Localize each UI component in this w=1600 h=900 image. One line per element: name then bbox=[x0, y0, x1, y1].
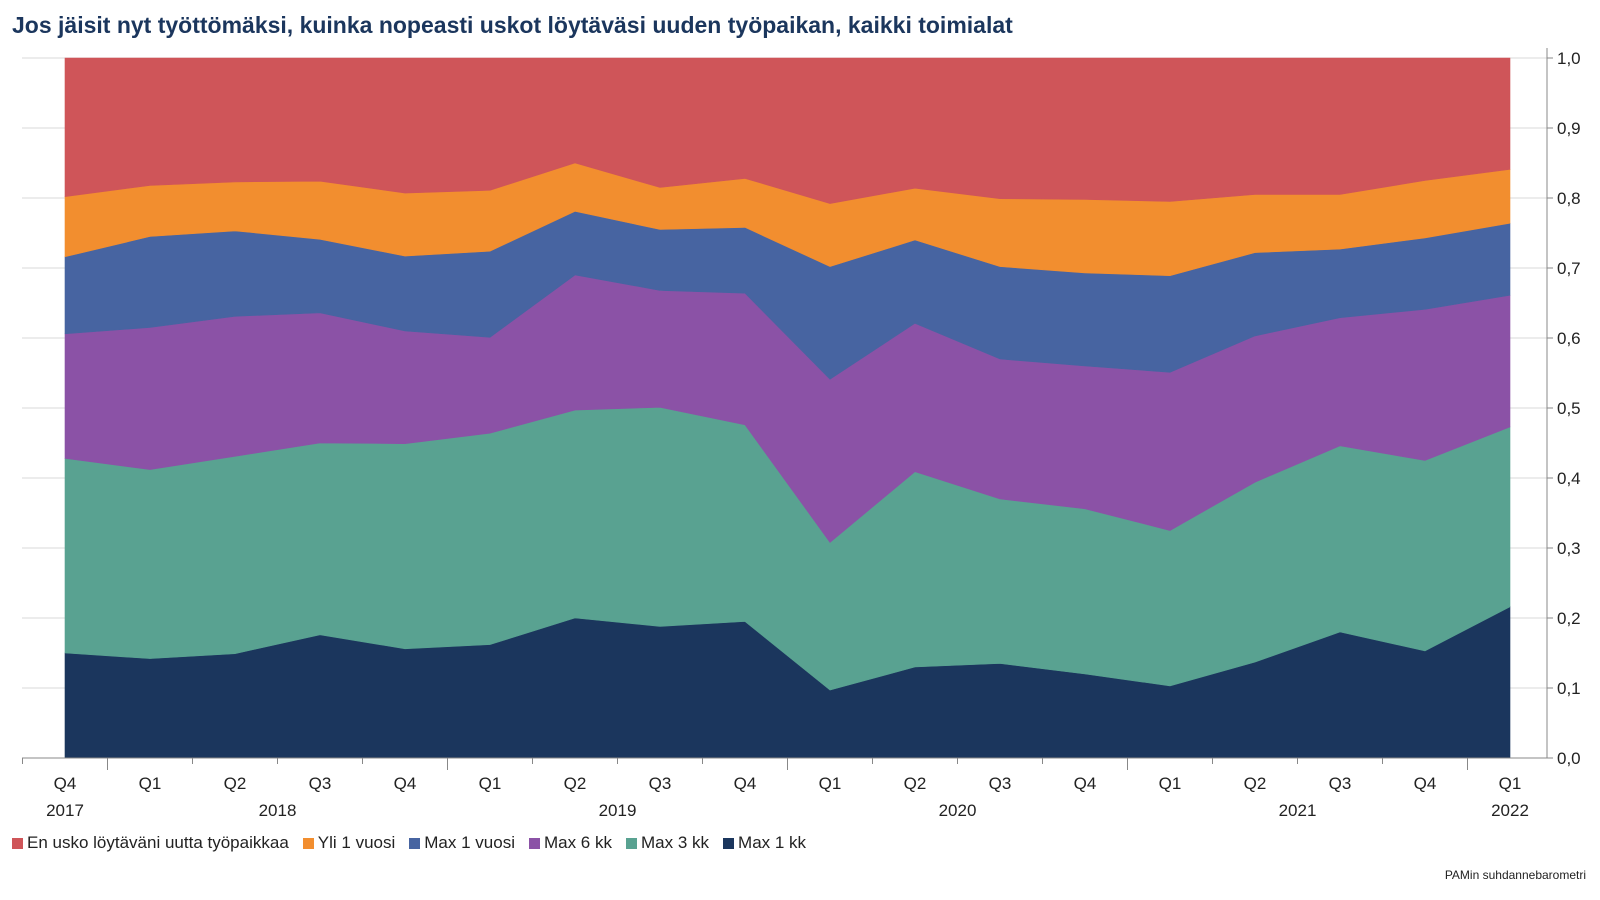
x-tick-label: Q1 bbox=[139, 774, 162, 793]
legend-swatch bbox=[409, 837, 421, 849]
x-tick-label: Q2 bbox=[564, 774, 587, 793]
legend-item: Yli 1 vuosi bbox=[302, 833, 396, 853]
year-label: 2017 bbox=[46, 801, 84, 820]
legend: En usko löytäväni uutta työpaikkaa Yli 1 … bbox=[12, 833, 820, 853]
x-tick-label: Q3 bbox=[989, 774, 1012, 793]
legend-label: En usko löytäväni uutta työpaikkaa bbox=[27, 833, 289, 852]
x-tick-label: Q3 bbox=[1329, 774, 1352, 793]
legend-swatch bbox=[723, 837, 735, 849]
y-tick-label: 0,3 bbox=[1557, 539, 1581, 558]
x-tick-label: Q4 bbox=[734, 774, 757, 793]
legend-swatch bbox=[12, 837, 23, 849]
x-tick-label: Q4 bbox=[1414, 774, 1437, 793]
legend-label: Max 1 vuosi bbox=[424, 833, 515, 852]
x-tick-label: Q2 bbox=[904, 774, 927, 793]
x-tick-label: Q4 bbox=[54, 774, 77, 793]
y-tick-label: 0,2 bbox=[1557, 609, 1581, 628]
legend-label: Yli 1 vuosi bbox=[317, 833, 396, 852]
x-tick-label: Q1 bbox=[819, 774, 842, 793]
area-en-usko-l-yt-v-ni-uutta-ty-paikkaa bbox=[64, 57, 1511, 204]
x-tick-label: Q4 bbox=[394, 774, 417, 793]
x-tick-label: Q4 bbox=[1074, 774, 1097, 793]
y-tick-label: 0,7 bbox=[1557, 259, 1581, 278]
area-series bbox=[64, 57, 1511, 759]
legend-label: Max 6 kk bbox=[543, 833, 612, 852]
legend-item: Max 6 kk bbox=[528, 833, 612, 853]
chart-title: Jos jäisit nyt työttömäksi, kuinka nopea… bbox=[12, 12, 1013, 38]
x-tick-label: Q3 bbox=[309, 774, 332, 793]
y-tick-label: 0,9 bbox=[1557, 119, 1581, 138]
legend-item: En usko löytäväni uutta työpaikkaa bbox=[12, 833, 289, 853]
y-tick-label: 1,0 bbox=[1557, 49, 1581, 68]
y-tick-label: 0,1 bbox=[1557, 679, 1581, 698]
x-tick-label: Q1 bbox=[1499, 774, 1522, 793]
axes: 0,0 0,1 0,2 0,3 0,4 0,5 0,6 0,7 0,8 0,9 1,0 Q4 Q1 Q2 Q… bbox=[22, 48, 1581, 820]
x-tick-label: Q3 bbox=[649, 774, 672, 793]
y-tick-label: 0,6 bbox=[1557, 329, 1581, 348]
x-tick-label: Q1 bbox=[479, 774, 502, 793]
legend-item: Max 3 kk bbox=[626, 833, 709, 853]
y-tick-label: 0,5 bbox=[1557, 399, 1581, 418]
legend-label: Max 1 kk bbox=[738, 833, 807, 852]
year-label: 2019 bbox=[599, 801, 637, 820]
legend-swatch bbox=[528, 837, 540, 849]
legend-label: Max 3 kk bbox=[641, 833, 710, 852]
year-label: 2020 bbox=[939, 801, 977, 820]
year-label: 2022 bbox=[1491, 801, 1529, 820]
legend-swatch bbox=[302, 837, 314, 849]
y-tick-label: 0,0 bbox=[1557, 749, 1581, 768]
year-label: 2018 bbox=[259, 801, 297, 820]
year-label: 2021 bbox=[1279, 801, 1317, 820]
legend-item: Max 1 kk bbox=[723, 833, 806, 853]
legend-item: Max 1 vuosi bbox=[409, 833, 515, 853]
legend-swatch bbox=[626, 837, 637, 849]
x-tick-label: Q2 bbox=[1244, 774, 1267, 793]
y-tick-label: 0,4 bbox=[1557, 469, 1581, 488]
y-tick-label: 0,8 bbox=[1557, 189, 1581, 208]
x-tick-label: Q1 bbox=[1159, 774, 1182, 793]
source-note: PAMin suhdannebarometri bbox=[1444, 868, 1586, 882]
x-tick-label: Q2 bbox=[224, 774, 247, 793]
